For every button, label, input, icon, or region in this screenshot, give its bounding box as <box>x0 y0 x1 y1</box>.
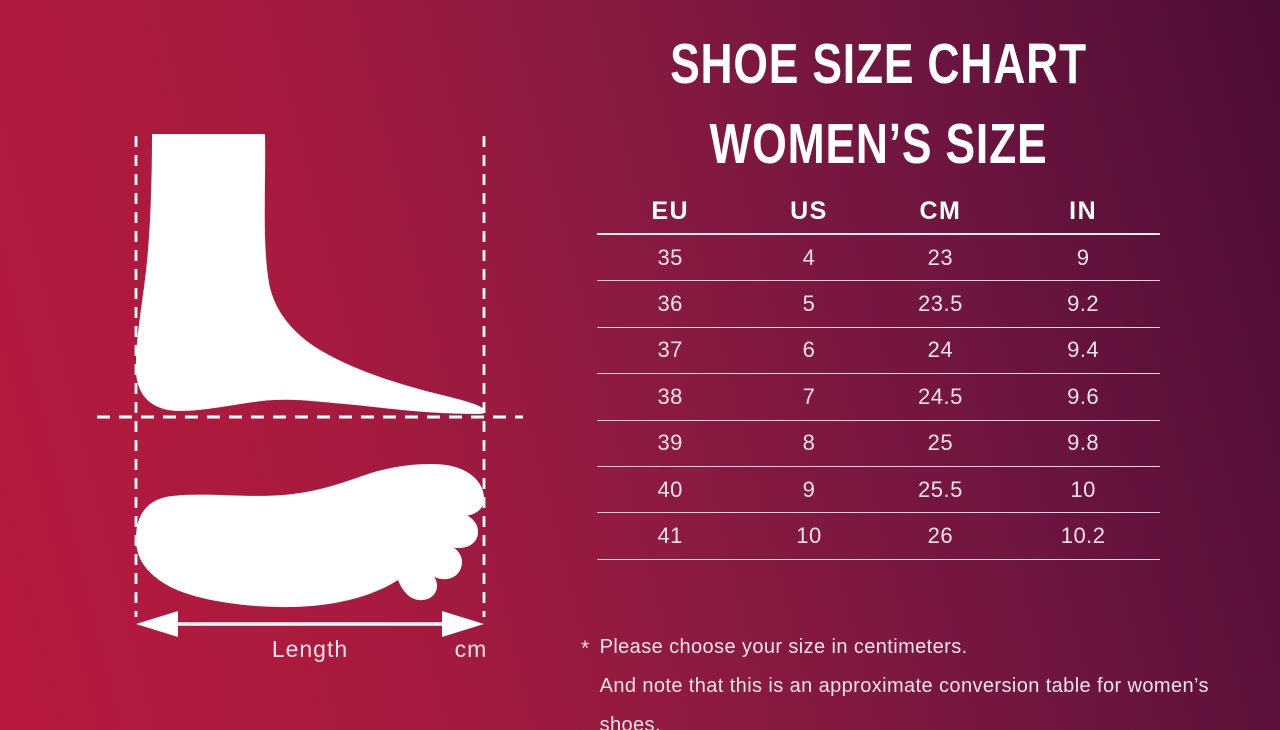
table-cell: 24.5 <box>918 383 963 409</box>
table-cell: 10 <box>1070 476 1096 502</box>
title-line-1: SHOE SIZE CHART <box>670 32 1087 96</box>
footnote-line-2: And note that this is an approximate con… <box>599 675 1209 730</box>
asterisk-marker: * <box>581 637 590 660</box>
table-row: 38 7 24.5 9.6 <box>597 374 1160 421</box>
arrowhead-right-icon <box>442 611 484 637</box>
size-table-body: 35 4 23 9 36 5 23.5 9.2 37 6 24 9.4 38 7 24.5 9.6 39 8 25 9… <box>597 235 1160 560</box>
cm-unit-label: cm <box>455 636 488 662</box>
table-cell: 6 <box>802 337 816 363</box>
table-cell: 4 <box>802 244 816 270</box>
table-cell: 10.2 <box>1060 523 1106 549</box>
column-header-us: US <box>790 196 828 225</box>
table-cell: 36 <box>657 291 683 317</box>
table-cell: 35 <box>657 244 683 270</box>
footnote-text: Please choose your size in centimeters. … <box>600 628 1271 730</box>
foot-side-silhouette-icon <box>135 134 486 414</box>
length-arrow <box>136 611 484 637</box>
table-cell: 9.6 <box>1067 383 1100 409</box>
column-header-eu: EU <box>651 196 690 225</box>
table-cell: 9 <box>1076 244 1090 270</box>
footnote: * Please choose your size in centimeters… <box>581 628 1271 730</box>
table-cell: 23 <box>927 244 954 270</box>
table-cell: 7 <box>802 383 816 409</box>
size-conversion-table: EU US CM IN 35 4 23 9 36 5 23.5 9.2 37 6 24 9.4 38 7 2… <box>597 189 1160 560</box>
footnote-line-1: Please choose your size in centimeters. <box>599 636 968 658</box>
table-cell: 9.2 <box>1067 291 1100 317</box>
table-row: 40 9 25.5 10 <box>597 467 1160 514</box>
table-row: 36 5 23.5 9.2 <box>597 281 1160 328</box>
table-cell: 8 <box>802 430 816 456</box>
table-cell: 24 <box>927 337 954 363</box>
table-cell: 25.5 <box>918 476 963 502</box>
table-cell: 10 <box>796 523 822 549</box>
table-cell: 26 <box>927 523 954 549</box>
column-header-cm: CM <box>919 196 962 225</box>
table-header-row: EU US CM IN <box>597 189 1160 235</box>
table-cell: 9 <box>802 476 816 502</box>
table-row: 41 10 26 10.2 <box>597 513 1160 560</box>
table-cell: 39 <box>657 430 683 456</box>
column-header-in: IN <box>1069 196 1098 225</box>
foot-measurement-diagram: Length cm <box>97 134 523 662</box>
arrowhead-left-icon <box>136 611 178 637</box>
table-cell: 5 <box>802 291 816 317</box>
footprint-top-silhouette-icon <box>135 464 485 608</box>
table-cell: 23.5 <box>918 291 963 317</box>
table-cell: 38 <box>657 383 683 409</box>
table-row: 39 8 25 9.8 <box>597 421 1160 467</box>
title-line-2: WOMEN’S SIZE <box>709 112 1048 176</box>
page-title: SHOE SIZE CHART WOMEN’S SIZE <box>659 24 1098 184</box>
table-row: 37 6 24 9.4 <box>597 328 1160 375</box>
table-cell: 40 <box>657 476 683 502</box>
table-cell: 37 <box>657 337 683 363</box>
table-cell: 9.8 <box>1067 430 1100 456</box>
table-cell: 9.4 <box>1067 337 1100 363</box>
table-cell: 41 <box>657 523 683 549</box>
length-label: Length <box>272 636 348 662</box>
table-cell: 25 <box>927 430 954 456</box>
table-row: 35 4 23 9 <box>597 235 1160 282</box>
